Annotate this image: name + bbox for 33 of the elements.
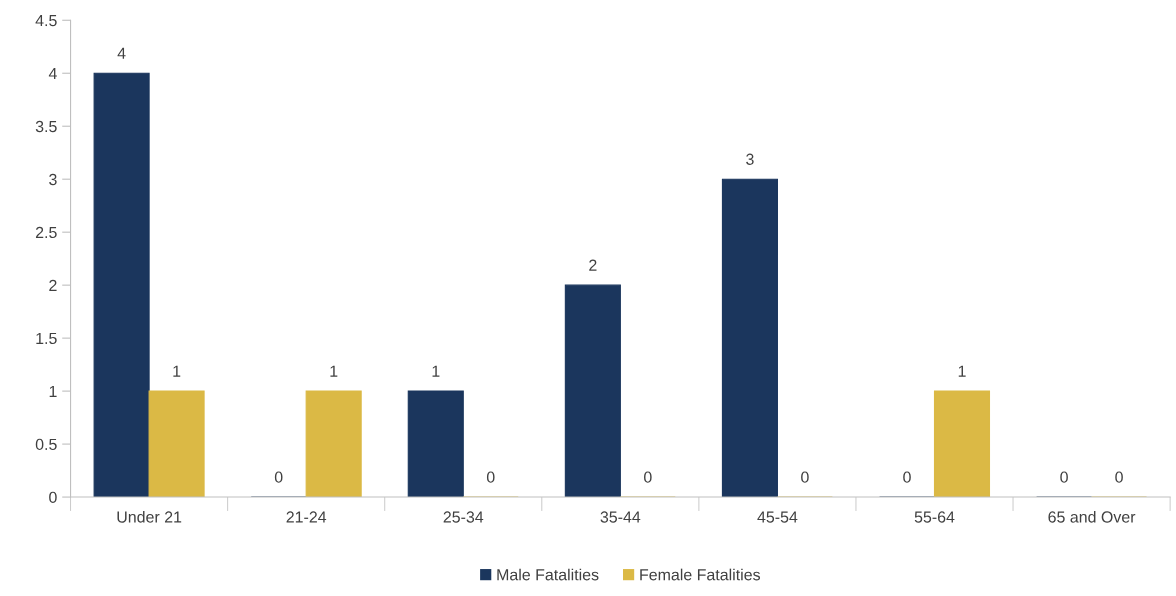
x-tick-label: 35-44 xyxy=(600,511,641,523)
data-label: 0 xyxy=(644,471,652,483)
y-tick-label: 1 xyxy=(49,385,57,397)
legend-label: Male Fatalities xyxy=(497,568,599,581)
data-label: 3 xyxy=(746,153,754,165)
y-tick-label: 1.5 xyxy=(36,332,57,345)
data-label: 0 xyxy=(1060,471,1068,483)
x-tick-label: 25-34 xyxy=(443,511,484,523)
y-tick-label: 4 xyxy=(48,68,57,80)
x-tick-label: 45-54 xyxy=(757,511,798,523)
data-label: 0 xyxy=(274,471,283,483)
data-label: 4 xyxy=(117,47,126,59)
y-tick-label: 2 xyxy=(49,279,57,291)
y-tick-label: 0.5 xyxy=(35,438,57,451)
x-tick-label: 65 and Over xyxy=(1048,510,1136,523)
data-label: 1 xyxy=(173,365,181,377)
legend-label: Female Fatalities xyxy=(640,568,760,581)
data-label: 1 xyxy=(432,365,440,377)
data-label: 2 xyxy=(589,259,597,271)
y-tick-label: 3 xyxy=(49,173,57,186)
data-label: 0 xyxy=(1115,471,1123,483)
x-tick-label: Under 21 xyxy=(117,510,182,523)
y-tick-label: 0 xyxy=(49,491,57,504)
y-tick-label: 2.5 xyxy=(35,226,57,239)
data-label: 0 xyxy=(801,471,809,483)
y-tick-label: 3.5 xyxy=(35,120,57,133)
x-tick-label: 21-24 xyxy=(286,511,327,523)
data-label: 1 xyxy=(330,365,338,377)
data-label: 1 xyxy=(958,365,966,377)
data-label: 0 xyxy=(486,471,495,483)
x-tick-label: 55-64 xyxy=(914,511,955,523)
data-label: 0 xyxy=(903,471,911,483)
y-tick-label: 4.5 xyxy=(35,15,57,27)
